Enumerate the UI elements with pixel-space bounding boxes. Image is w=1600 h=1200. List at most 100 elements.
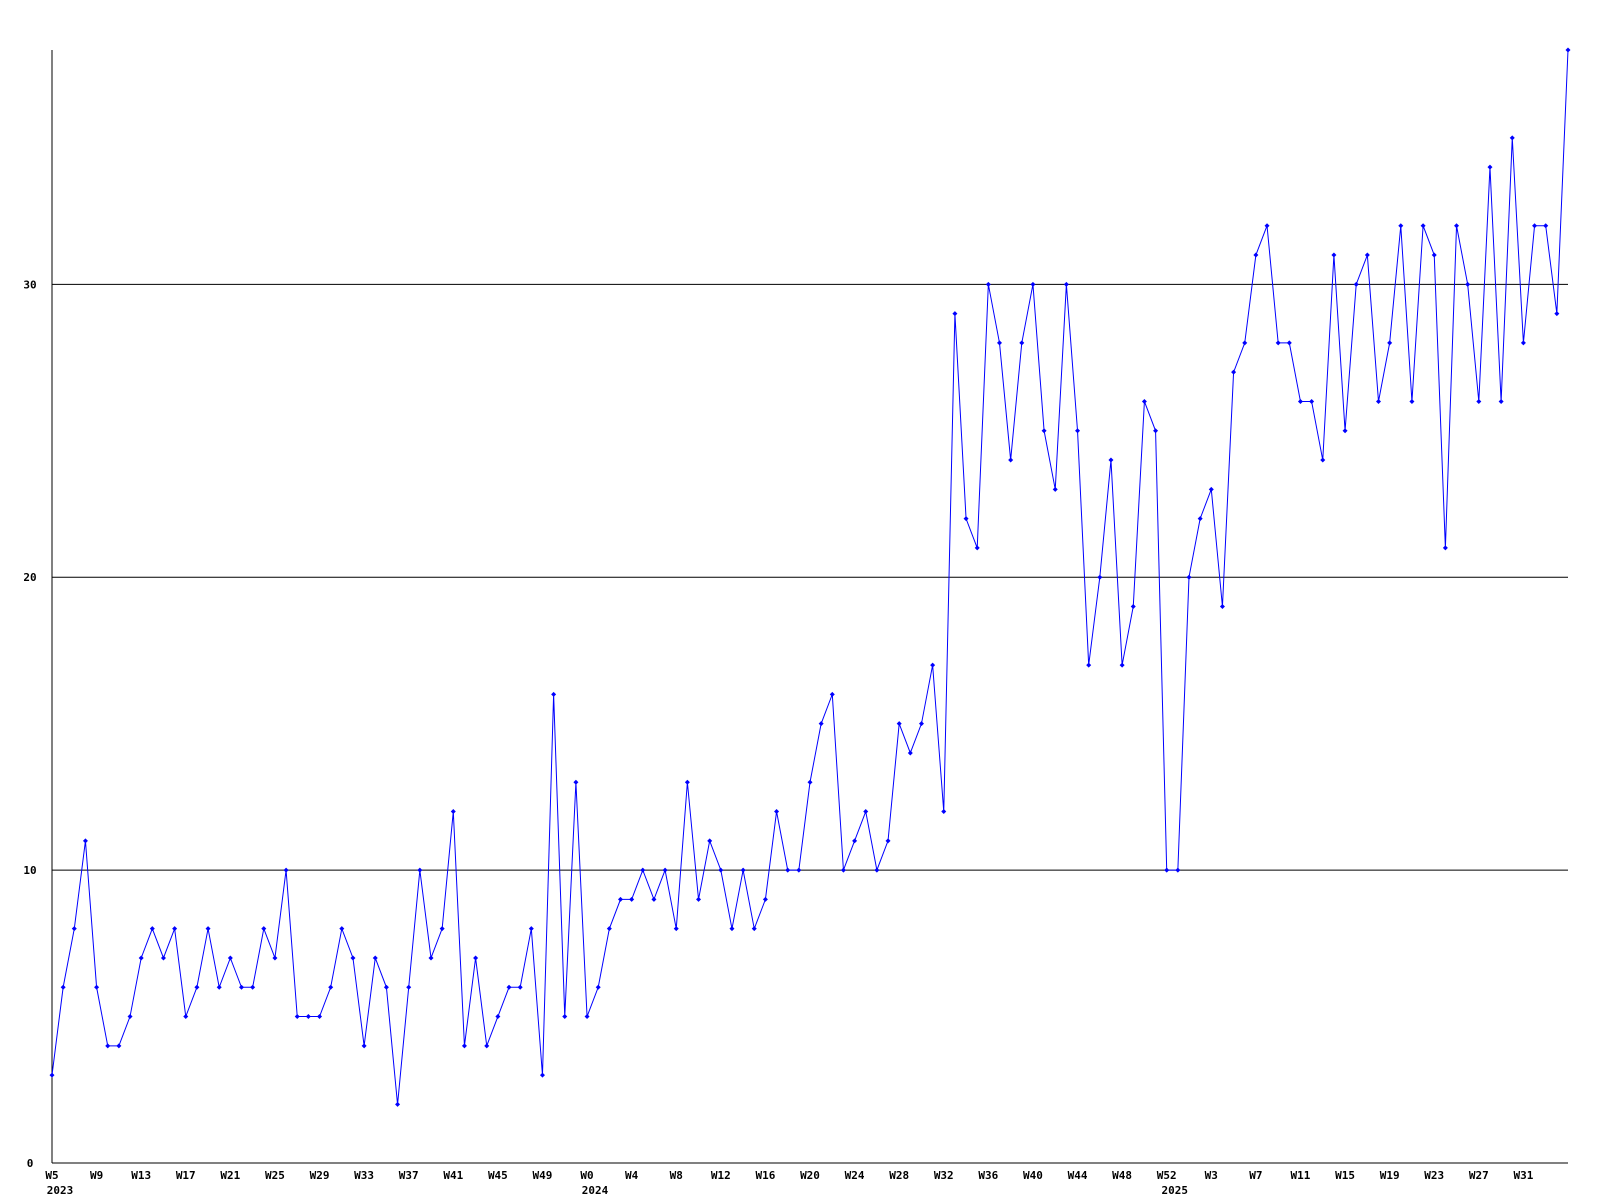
data-point (1153, 428, 1159, 434)
data-point (60, 984, 66, 990)
x-tick-label: W15 (1335, 1169, 1355, 1182)
data-point (1331, 252, 1337, 258)
data-point (707, 838, 713, 844)
data-point (205, 926, 211, 932)
data-point (473, 955, 479, 961)
data-point (774, 809, 780, 815)
data-point (517, 984, 523, 990)
data-point (1353, 281, 1359, 287)
data-point (1141, 398, 1147, 404)
data-point (718, 867, 724, 873)
data-point (227, 955, 233, 961)
data-point (863, 809, 869, 815)
data-point (1454, 223, 1460, 229)
data-point (1320, 457, 1326, 463)
data-point (696, 896, 702, 902)
data-point (852, 838, 858, 844)
data-point (997, 340, 1002, 346)
data-point (283, 867, 289, 873)
x-tick-label: W37 (399, 1169, 419, 1182)
data-point (1554, 311, 1560, 317)
data-point (317, 1014, 323, 1020)
x-tick-label: W3 (1205, 1169, 1218, 1182)
x-tick-label: W7 (1249, 1169, 1262, 1182)
data-point (294, 1014, 300, 1020)
data-point (1565, 47, 1571, 53)
data-point (684, 779, 690, 785)
data-point (1520, 340, 1526, 346)
data-point (941, 809, 947, 815)
data-point (918, 721, 924, 727)
data-point (149, 926, 155, 932)
x-tick-label: W52 (1157, 1169, 1177, 1182)
x-tick-label: W27 (1469, 1169, 1489, 1182)
x-tick-label: W24 (845, 1169, 865, 1182)
x-tick-label: W12 (711, 1169, 731, 1182)
data-point (562, 1014, 568, 1020)
data-point (874, 867, 880, 873)
data-point (762, 896, 768, 902)
data-point (116, 1043, 122, 1049)
data-point (1253, 252, 1259, 258)
x-tick-label: W31 (1513, 1169, 1533, 1182)
data-point (640, 867, 646, 873)
y-tick-label: 20 (23, 571, 36, 584)
x-tick-label: W13 (131, 1169, 151, 1182)
data-point (1097, 574, 1103, 580)
x-tick-label: W16 (755, 1169, 775, 1182)
data-point (1532, 223, 1538, 229)
data-point (450, 809, 456, 815)
data-point (1030, 281, 1036, 287)
data-point (1052, 486, 1058, 492)
data-point (250, 984, 256, 990)
data-point (1108, 457, 1114, 463)
x-tick-label: W40 (1023, 1169, 1043, 1182)
data-point (1231, 369, 1237, 375)
data-point (974, 545, 980, 551)
data-point (551, 691, 557, 697)
data-point (361, 1043, 367, 1049)
x-tick-label: W48 (1112, 1169, 1132, 1182)
data-point (573, 779, 579, 785)
x-tick-label: W4 (625, 1169, 639, 1182)
data-point (907, 750, 913, 756)
x-tick-label: W9 (90, 1169, 103, 1182)
data-point (339, 926, 345, 932)
data-point (528, 926, 534, 932)
data-point (896, 721, 902, 727)
data-point (194, 984, 200, 990)
data-point (1509, 135, 1515, 141)
data-point (1409, 398, 1415, 404)
year-label: 2025 (1161, 1184, 1188, 1197)
data-point (662, 867, 668, 873)
data-point (885, 838, 891, 844)
data-point (1498, 398, 1504, 404)
data-point (484, 1043, 490, 1049)
data-point (372, 955, 378, 961)
data-point (829, 691, 835, 697)
data-point (495, 1014, 501, 1020)
data-point (428, 955, 434, 961)
data-point (439, 926, 445, 932)
data-point (1342, 428, 1348, 434)
data-point (629, 896, 635, 902)
x-tick-label: W19 (1380, 1169, 1400, 1182)
data-point (963, 516, 969, 522)
data-point (1275, 340, 1281, 346)
data-point (138, 955, 144, 961)
data-point (1543, 223, 1549, 229)
data-point (1431, 252, 1437, 258)
data-point (1197, 516, 1203, 522)
data-point (785, 867, 791, 873)
data-point (1164, 867, 1170, 873)
data-point (328, 984, 334, 990)
data-point (796, 867, 802, 873)
data-point (1420, 223, 1426, 229)
data-point (930, 662, 936, 668)
x-tick-label: W17 (176, 1169, 196, 1182)
data-point (49, 1072, 55, 1078)
data-point (740, 867, 746, 873)
data-point (406, 984, 412, 990)
data-point (94, 984, 100, 990)
